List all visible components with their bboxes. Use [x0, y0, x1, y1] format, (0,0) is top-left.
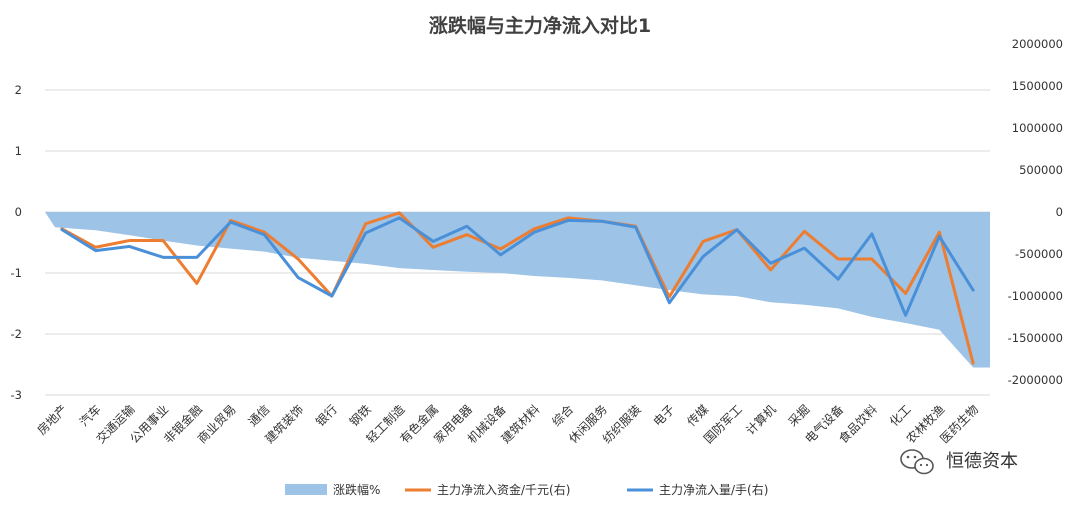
- series-area-change: [45, 212, 990, 368]
- legend-label: 涨跌幅%: [333, 482, 380, 497]
- legend-label: 主力净流入资金/千元(右): [437, 482, 570, 497]
- left-tick-label: -1: [11, 266, 22, 280]
- right-tick-label: 1000000: [1012, 121, 1063, 135]
- right-tick-label: -500000: [1015, 247, 1063, 261]
- legend: 涨跌幅% 主力净流入资金/千元(右) 主力净流入量/手(右): [285, 482, 768, 497]
- series-line-capital: [60, 211, 975, 365]
- category-label: 钢铁: [347, 402, 374, 429]
- right-tick-label: 0: [1056, 205, 1063, 219]
- legend-label: 主力净流入量/手(右): [659, 482, 768, 497]
- left-tick-label: -2: [11, 327, 22, 341]
- wechat-icon: [900, 449, 934, 475]
- right-tick-label: 1500000: [1012, 79, 1063, 93]
- right-tick-label: -2000000: [1008, 373, 1063, 387]
- category-label: 通信: [246, 402, 273, 429]
- series-line-volume: [60, 216, 975, 317]
- right-tick-label: 2000000: [1012, 37, 1063, 51]
- category-label: 银行: [313, 402, 340, 429]
- plot-area: [45, 211, 990, 368]
- right-tick-label: -1500000: [1008, 331, 1063, 345]
- right-tick-label: 500000: [1019, 163, 1063, 177]
- category-label: 房地产: [34, 402, 70, 438]
- right-axis: 2000000 1500000 1000000 500000 0 -500000 -1000…: [1008, 37, 1063, 387]
- category-label: 化工: [887, 402, 914, 429]
- left-tick-label: 2: [15, 83, 22, 97]
- left-tick-label: 1: [15, 144, 22, 158]
- category-label: 综合: [549, 402, 577, 430]
- watermark: 恒德资本: [900, 449, 1018, 475]
- legend-swatch-area: [285, 484, 327, 495]
- category-label: 传媒: [684, 402, 712, 430]
- category-label: 采掘: [785, 402, 813, 430]
- category-label: 汽车: [76, 402, 104, 430]
- watermark-text: 恒德资本: [946, 451, 1018, 472]
- left-tick-label: -3: [11, 388, 22, 402]
- chart-title: 涨跌幅与主力净流入对比1: [429, 14, 651, 37]
- category-label: 计算机: [743, 402, 779, 438]
- category-label: 电子: [651, 402, 678, 429]
- right-tick-label: -1000000: [1008, 289, 1063, 303]
- left-axis: 2 1 0 -1 -2 -3: [11, 83, 22, 402]
- left-tick-label: 0: [15, 205, 22, 219]
